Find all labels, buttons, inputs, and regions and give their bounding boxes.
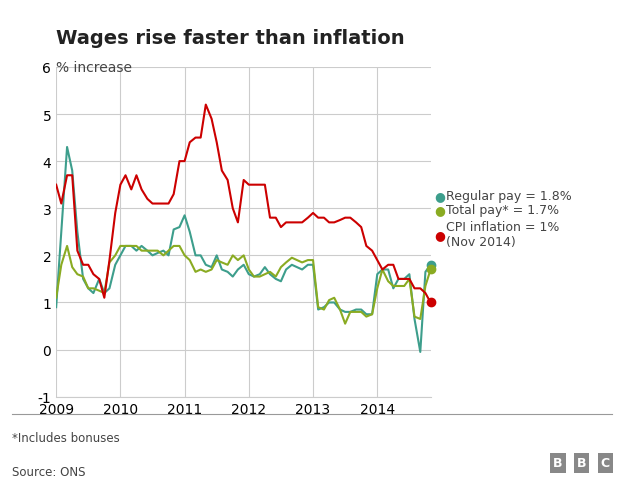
Text: CPI inflation = 1%
(Nov 2014): CPI inflation = 1% (Nov 2014) [446,221,560,249]
Text: ●: ● [434,190,446,202]
Text: Wages rise faster than inflation: Wages rise faster than inflation [56,30,405,48]
Text: ●: ● [434,204,446,217]
Text: Regular pay = 1.8%: Regular pay = 1.8% [446,190,572,202]
Text: B: B [577,456,587,469]
Text: B: B [553,456,563,469]
Text: Total pay* = 1.7%: Total pay* = 1.7% [446,204,559,217]
Text: *Includes bonuses: *Includes bonuses [12,431,120,444]
Text: Source: ONS: Source: ONS [12,465,86,478]
Text: ●: ● [434,228,446,241]
Text: % increase: % increase [56,60,132,75]
Text: C: C [601,456,610,469]
